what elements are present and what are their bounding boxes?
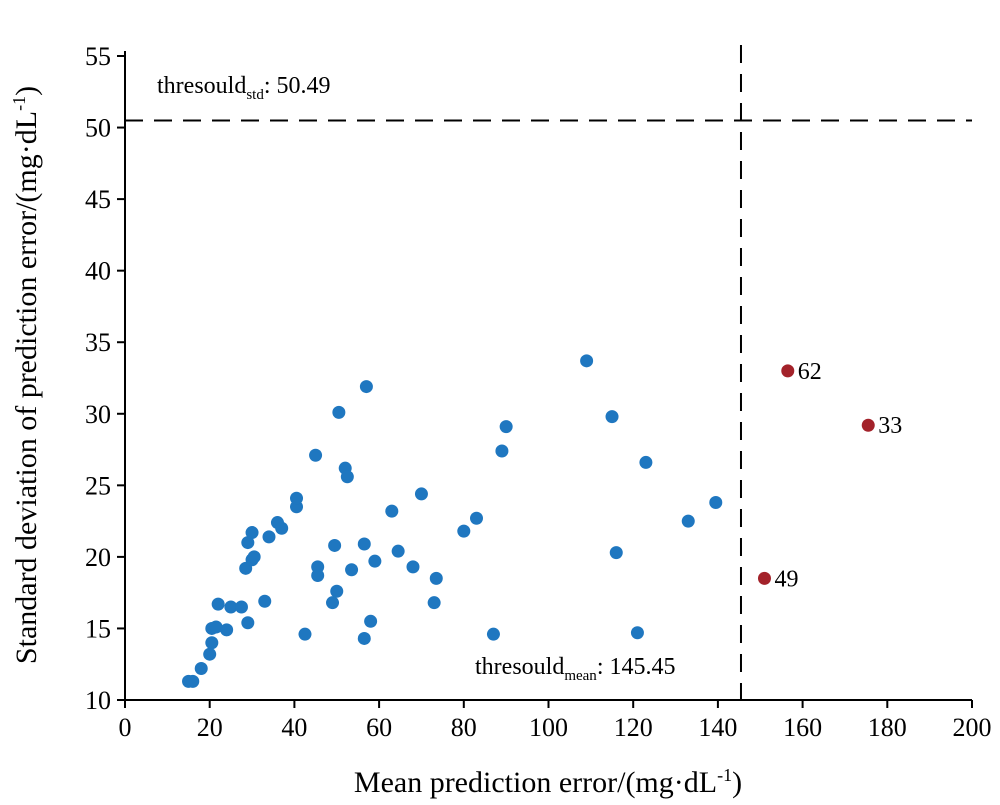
y-tick-label: 45 bbox=[85, 185, 111, 214]
data-point bbox=[275, 521, 289, 535]
std-threshold-label-base: thresould bbox=[157, 73, 246, 99]
data-point bbox=[357, 631, 371, 645]
data-point bbox=[495, 444, 509, 458]
std-threshold-label: thresouldstd: 50.49 bbox=[157, 73, 331, 103]
mean-threshold-label: thresouldmean: 145.45 bbox=[475, 654, 675, 684]
x-axis-title-sup: -1 bbox=[717, 765, 732, 785]
x-tick-label: 40 bbox=[281, 713, 307, 742]
outlier-point-label: 62 bbox=[798, 359, 822, 385]
data-point bbox=[630, 626, 644, 640]
data-point bbox=[414, 487, 428, 501]
data-points: 62 33 49 bbox=[182, 354, 902, 688]
data-point bbox=[486, 627, 500, 641]
y-axis-title-main: Standard deviation of prediction error/(… bbox=[10, 111, 43, 664]
x-axis-title-main: Mean prediction error/(mg·dL bbox=[354, 766, 717, 799]
data-point bbox=[290, 491, 304, 505]
data-point bbox=[340, 470, 354, 484]
data-point bbox=[203, 647, 217, 661]
data-point bbox=[681, 514, 695, 528]
x-tick-group: 0 20 40 60 80 100 120 140 160 180 200 bbox=[119, 700, 992, 742]
data-point bbox=[345, 563, 359, 577]
y-tick-label: 20 bbox=[85, 543, 111, 572]
y-axis-title-sup: -1 bbox=[9, 96, 29, 111]
data-point bbox=[368, 554, 382, 568]
outlier-point-label: 33 bbox=[878, 413, 902, 439]
std-threshold-label-sub: std bbox=[246, 87, 264, 103]
x-tick-label: 160 bbox=[783, 713, 822, 742]
data-point bbox=[234, 600, 248, 614]
data-point bbox=[298, 627, 312, 641]
y-tick-label: 10 bbox=[85, 686, 111, 715]
y-tick-label: 55 bbox=[85, 42, 111, 71]
std-threshold-label-tail: : 50.49 bbox=[264, 73, 331, 99]
x-tick-label: 140 bbox=[698, 713, 737, 742]
data-point bbox=[499, 420, 513, 434]
y-tick-label: 25 bbox=[85, 471, 111, 500]
data-point bbox=[609, 546, 623, 560]
data-point bbox=[359, 380, 373, 394]
data-point bbox=[224, 600, 238, 614]
data-point bbox=[311, 568, 325, 582]
data-point bbox=[605, 410, 619, 424]
x-tick-label: 100 bbox=[529, 713, 568, 742]
data-point bbox=[205, 636, 219, 650]
data-point bbox=[258, 594, 272, 608]
data-point bbox=[328, 538, 342, 552]
data-point bbox=[457, 524, 471, 538]
x-tick-label: 200 bbox=[953, 713, 992, 742]
x-tick-label: 60 bbox=[366, 713, 392, 742]
data-point bbox=[330, 584, 344, 598]
data-point bbox=[364, 614, 378, 628]
x-axis-title: Mean prediction error/(mg·dL-1) bbox=[354, 765, 742, 799]
x-tick-label: 20 bbox=[197, 713, 223, 742]
y-tick-label: 40 bbox=[85, 257, 111, 286]
y-axis-title: Standard deviation of prediction error/(… bbox=[9, 86, 43, 664]
y-tick-group: 10 15 20 25 30 35 40 45 50 55 bbox=[85, 42, 125, 715]
data-point bbox=[470, 511, 484, 525]
data-point bbox=[247, 550, 261, 564]
data-point bbox=[357, 537, 371, 551]
y-tick-label: 15 bbox=[85, 614, 111, 643]
data-point bbox=[262, 530, 276, 544]
x-axis-title-close: ) bbox=[732, 766, 742, 799]
y-tick-label: 35 bbox=[85, 328, 111, 357]
outlier-point-label: 49 bbox=[774, 566, 798, 592]
y-axis-title-close: ) bbox=[10, 86, 43, 96]
data-point bbox=[194, 662, 208, 676]
data-point bbox=[209, 620, 223, 634]
data-point bbox=[639, 455, 653, 469]
data-point bbox=[580, 354, 594, 368]
data-point bbox=[309, 448, 323, 462]
y-tick-label: 30 bbox=[85, 400, 111, 429]
y-tick-label: 50 bbox=[85, 114, 111, 143]
outlier-point bbox=[781, 364, 795, 378]
mean-threshold-label-sub: mean bbox=[564, 668, 597, 684]
data-point bbox=[406, 560, 420, 574]
x-tick-label: 180 bbox=[868, 713, 907, 742]
mean-threshold-label-tail: : 145.45 bbox=[597, 654, 676, 680]
mean-threshold-label-base: thresould bbox=[475, 654, 564, 680]
data-point bbox=[186, 674, 200, 688]
x-tick-label: 80 bbox=[451, 713, 477, 742]
x-tick-label: 120 bbox=[614, 713, 653, 742]
data-point bbox=[220, 623, 234, 637]
data-point bbox=[391, 544, 405, 558]
data-point bbox=[211, 597, 225, 611]
outlier-point bbox=[757, 571, 771, 585]
data-point bbox=[429, 571, 443, 585]
x-tick-label: 0 bbox=[119, 713, 132, 742]
data-point bbox=[241, 536, 255, 550]
data-point bbox=[332, 405, 346, 419]
data-point bbox=[241, 616, 255, 630]
data-point bbox=[709, 496, 723, 510]
data-point bbox=[385, 504, 399, 518]
data-point bbox=[245, 526, 259, 540]
data-point bbox=[427, 596, 441, 610]
data-point bbox=[326, 596, 340, 610]
outlier-point bbox=[861, 418, 875, 432]
